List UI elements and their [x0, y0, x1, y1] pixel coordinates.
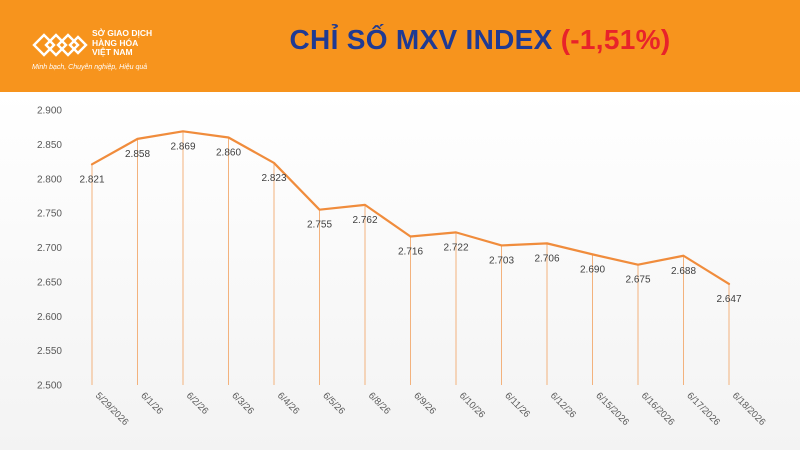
x-tick-label: 5/29/2026 — [93, 390, 131, 428]
x-tick-label: 6/15/2026 — [593, 390, 631, 428]
x-tick-label: 6/5/26 — [320, 390, 346, 416]
org-name-line: VIỆT NAM — [92, 47, 133, 57]
y-tick-label: 2.650 — [37, 277, 62, 288]
y-tick-label: 2.700 — [37, 243, 62, 254]
data-label: 2.703 — [489, 255, 514, 266]
x-tick-label: 6/16/2026 — [639, 390, 677, 428]
data-label: 2.821 — [79, 174, 104, 185]
x-tick-label: 6/17/2026 — [684, 390, 722, 428]
data-label: 2.690 — [580, 264, 605, 275]
y-tick-label: 2.500 — [37, 381, 62, 392]
x-tick-label: 6/11/26 — [502, 390, 532, 420]
data-label: 2.706 — [534, 253, 559, 264]
x-tick-label: 6/2/26 — [184, 390, 210, 416]
mxv-logo: SỞ GIAO DỊCH HÀNG HÓA VIỆT NAM Minh bạch… — [32, 28, 172, 78]
y-tick-label: 2.900 — [37, 106, 62, 117]
x-tick-label: 6/9/26 — [411, 390, 437, 416]
title-change: (-1,51%) — [560, 24, 671, 55]
data-label: 2.823 — [261, 173, 286, 184]
series-line — [90, 130, 731, 286]
data-label: 2.722 — [443, 242, 468, 253]
title-text: CHỈ SỐ MXV INDEX — [289, 24, 553, 55]
data-label: 2.755 — [307, 220, 332, 231]
data-label: 2.860 — [216, 148, 241, 159]
org-name: SỞ GIAO DỊCH HÀNG HÓA VIỆT NAM — [92, 28, 172, 58]
x-tick-label: 6/18/2026 — [730, 390, 768, 428]
y-tick-label: 2.850 — [37, 140, 62, 151]
x-tick-label: 6/12/26 — [548, 390, 578, 420]
mxv-logo-icon — [32, 33, 88, 57]
y-tick-label: 2.600 — [37, 312, 62, 323]
y-tick-label: 2.800 — [37, 174, 62, 185]
y-tick-label: 2.750 — [37, 209, 62, 220]
y-tick-label: 2.550 — [37, 346, 62, 357]
chart-title: CHỈ SỐ MXV INDEX (-1,51%) — [200, 24, 760, 56]
org-tagline: Minh bạch, Chuyên nghiệp, Hiệu quả — [32, 64, 148, 71]
header-banner: SỞ GIAO DỊCH HÀNG HÓA VIỆT NAM Minh bạch… — [0, 0, 800, 92]
x-tick-label: 6/8/26 — [366, 390, 392, 416]
org-name-line: HÀNG HÓA — [92, 37, 139, 48]
data-label: 2.647 — [716, 294, 741, 305]
x-tick-label: 6/10/26 — [457, 390, 487, 420]
data-label: 2.762 — [352, 215, 377, 226]
chart-area: 2.500 2.550 2.600 2.650 2.700 2.750 2.800 2.850… — [0, 92, 800, 450]
data-label: 2.716 — [398, 247, 423, 258]
x-tick-label: 6/1/26 — [138, 390, 164, 416]
data-label: 2.688 — [671, 266, 696, 277]
data-label: 2.869 — [170, 141, 195, 152]
line-chart: 2.500 2.550 2.600 2.650 2.700 2.750 2.800 2.850… — [37, 106, 768, 429]
data-label: 2.858 — [125, 149, 150, 160]
data-label: 2.675 — [625, 275, 650, 286]
org-name-line: SỞ GIAO DỊCH — [92, 28, 153, 38]
x-tick-label: 6/4/26 — [275, 390, 301, 416]
x-tick-label: 6/3/26 — [229, 390, 255, 416]
